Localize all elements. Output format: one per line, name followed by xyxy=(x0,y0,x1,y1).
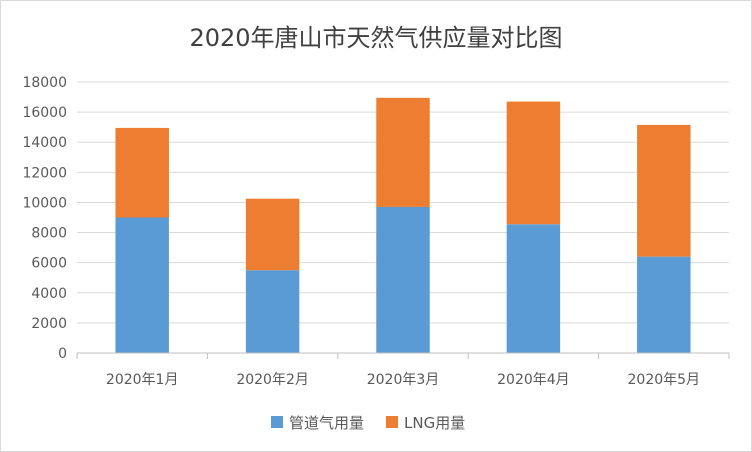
y-tick-label: 14000 xyxy=(22,135,67,151)
y-tick-label: 8000 xyxy=(31,226,67,242)
y-tick-label: 4000 xyxy=(31,286,67,302)
bar-segment xyxy=(506,224,561,353)
legend-label: 管道气用量 xyxy=(289,414,364,432)
bar-segment xyxy=(376,206,430,353)
bar-segment xyxy=(637,256,691,353)
y-axis-ticks: 0 2000 4000 6000 8000 10000 12000 14000 16000 180… xyxy=(22,75,67,362)
x-axis-ticks: 2020年1月 2020年2月 2020年3月 2020年4月 2020年5月 xyxy=(106,372,700,388)
bar-segment xyxy=(115,217,169,353)
y-tick-label: 0 xyxy=(58,346,67,362)
x-tick-label: 2020年5月 xyxy=(628,372,701,388)
y-tick-label: 12000 xyxy=(22,165,67,181)
x-tick-label: 2020年4月 xyxy=(497,372,570,388)
legend-label: LNG用量 xyxy=(404,414,465,432)
chart-title: 2020年唐山市天然气供应量对比图 xyxy=(189,24,562,52)
axes xyxy=(76,352,730,359)
x-tick-label: 2020年1月 xyxy=(106,372,179,388)
y-tick-label: 10000 xyxy=(22,195,67,211)
legend-swatch xyxy=(386,416,398,428)
y-tick-label: 16000 xyxy=(22,105,67,121)
x-tick-label: 2020年3月 xyxy=(367,372,440,388)
y-tick-label: 2000 xyxy=(31,316,67,332)
bar-segment xyxy=(115,127,169,218)
legend: 管道气用量 LNG用量 xyxy=(271,414,465,432)
y-tick-label: 6000 xyxy=(31,256,67,272)
bar-segment xyxy=(376,97,430,207)
bar-segment xyxy=(245,270,300,353)
bars xyxy=(115,97,691,353)
bar-segment xyxy=(506,101,561,225)
y-tick-label: 18000 xyxy=(22,75,67,91)
bar-segment xyxy=(637,124,691,257)
legend-swatch xyxy=(271,416,283,428)
bar-segment xyxy=(245,198,300,271)
x-tick-label: 2020年2月 xyxy=(236,372,309,388)
